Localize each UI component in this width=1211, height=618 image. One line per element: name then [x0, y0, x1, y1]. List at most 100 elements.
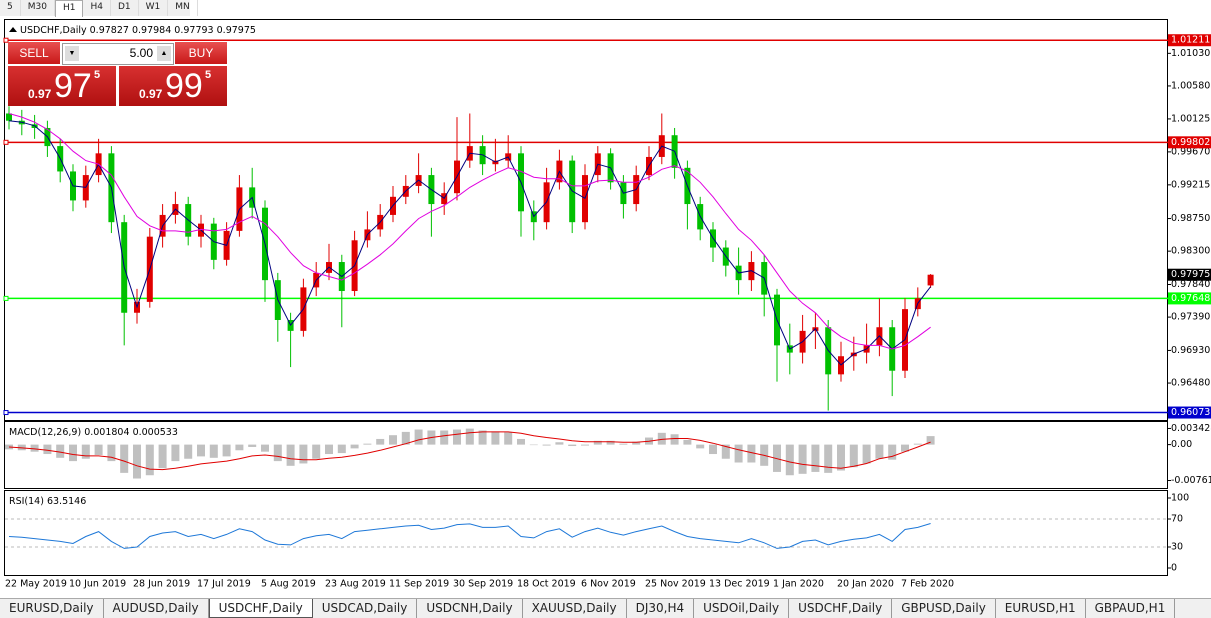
macd-bar	[325, 444, 333, 455]
macd-bar	[926, 436, 935, 445]
y-tick-label: 0.98750	[1171, 213, 1210, 224]
level-tag	[1168, 34, 1211, 47]
chart-tab[interactable]: AUDUSD,Daily	[104, 599, 209, 618]
macd-bar	[849, 444, 858, 468]
y-tick-label: 0.00	[1171, 439, 1192, 450]
chart-tabs: EURUSD,Daily AUDUSD,Daily USDCHF,Daily USDC…	[0, 598, 1211, 618]
chart-tab[interactable]: USDCAD,Daily	[313, 599, 418, 618]
x-tick-label: 1 Jan 2020	[773, 579, 824, 590]
rsi-panel	[4, 490, 1168, 576]
candle-body	[927, 274, 934, 286]
buy-button[interactable]: BUY	[175, 42, 227, 64]
timeframe-button[interactable]: H1	[54, 0, 84, 17]
current-price-label: 0.97975	[1171, 269, 1210, 280]
macd-bar	[862, 444, 871, 464]
y-tick-label: 30	[1171, 542, 1183, 553]
macd-panel	[4, 421, 1168, 489]
y-tick-label: 0.96480	[1171, 378, 1210, 389]
header-value: 0.97984	[132, 25, 171, 36]
lot-box: ▼ 5.00 ▲	[62, 43, 174, 65]
chart-tab[interactable]: DJ30,H4	[627, 599, 695, 618]
timeframe-button[interactable]: W1	[139, 0, 169, 16]
level-tag	[1168, 292, 1211, 305]
x-tick-label: 25 Nov 2019	[645, 579, 706, 590]
level-tag-label: 0.96073	[1171, 407, 1210, 418]
macd-bar	[837, 444, 845, 471]
macd-bar	[120, 444, 129, 473]
macd-bar	[43, 444, 52, 455]
chart-tab[interactable]: USDOil,Daily	[694, 599, 790, 618]
macd-bar	[261, 444, 269, 452]
macd-bar	[350, 444, 359, 449]
header-value: 63.5146	[47, 496, 86, 507]
chart-tab[interactable]: USDCHF,Daily	[789, 599, 893, 618]
header-value: 0.97975	[217, 25, 256, 36]
macd-bar	[696, 444, 705, 449]
timeframe-button[interactable]: M30	[21, 0, 55, 16]
macd-bar	[504, 432, 513, 445]
bid-price[interactable]: 0.97 97 5	[8, 66, 116, 106]
macd-bar	[824, 444, 833, 473]
y-tick-label: 0.96930	[1171, 345, 1210, 356]
header-value: RSI(14)	[9, 496, 44, 507]
header-value: MACD(12,26,9)	[9, 427, 81, 438]
timeframe-button[interactable]: D1	[111, 0, 139, 16]
macd-bar	[606, 440, 615, 445]
header-value: 0.000533	[133, 427, 178, 438]
timeframe-button[interactable]: MN	[168, 0, 198, 16]
macd-bar	[798, 444, 807, 474]
macd-bar	[670, 434, 679, 445]
chart-tab[interactable]: EURUSD,H1	[996, 599, 1086, 618]
y-tick-label: 0.97840	[1171, 279, 1210, 290]
chart-tab[interactable]: GBPAUD,H1	[1086, 599, 1176, 618]
macd-bar	[568, 444, 577, 447]
x-tick-label: 10 Jun 2019	[69, 579, 126, 590]
macd-bar	[581, 444, 589, 446]
macd-bar	[222, 444, 231, 457]
chart-tab[interactable]: USDCNH,Daily	[417, 599, 523, 618]
header-value: 0.97793	[174, 25, 213, 36]
y-tick-label: 1.00125	[1171, 113, 1210, 124]
x-tick-label: 22 May 2019	[5, 579, 67, 590]
level-tag-label: 0.99802	[1171, 137, 1210, 148]
macd-bar	[683, 439, 692, 445]
macd-bar	[875, 444, 884, 459]
macd-bar	[811, 444, 820, 472]
sell-button[interactable]: SELL	[8, 42, 60, 64]
chart-tab[interactable]: USDCHF,Daily	[208, 599, 313, 618]
macd-bar	[593, 440, 602, 445]
macd-bar	[901, 444, 909, 452]
macd-bar	[440, 430, 449, 445]
timeframe-button[interactable]: H4	[83, 0, 111, 16]
lot-down[interactable]: ▼	[65, 46, 79, 61]
y-tick-label: 100	[1171, 493, 1189, 504]
lot-up[interactable]: ▲	[157, 46, 171, 61]
panel-header: RSI(14) 63.5146	[9, 496, 86, 507]
x-tick-label: 20 Jan 2020	[837, 579, 894, 590]
timeframe-toolbar: 5 M30 H1 H4 D1 W1 MN	[0, 0, 198, 17]
timeframe-button[interactable]: 5	[0, 0, 21, 16]
lot-input[interactable]: 5.00	[129, 46, 153, 60]
bid-pips: 97	[54, 67, 92, 105]
level-marker	[3, 295, 9, 301]
macd-bar	[273, 444, 282, 462]
x-tick-label: 28 Jun 2019	[133, 579, 190, 590]
y-tick-label: 70	[1171, 514, 1183, 525]
y-tick-label: 0.97390	[1171, 312, 1210, 323]
chart-tab[interactable]: XAUUSD,Daily	[523, 599, 627, 618]
panel-header: MACD(12,26,9) 0.001804 0.000533	[9, 427, 178, 438]
chart-tab[interactable]: GBPUSD,Daily	[892, 599, 996, 618]
macd-bar	[30, 444, 39, 452]
level-tag-label: 1.01211	[1171, 35, 1210, 46]
macd-bar	[414, 429, 423, 445]
macd-bar	[389, 435, 397, 445]
header-value: USDCHF,Daily	[20, 25, 87, 36]
macd-bar	[209, 444, 218, 458]
macd-bar	[56, 444, 65, 458]
y-tick-label: -0.007615	[1171, 475, 1211, 486]
chart-window: 1.01030 1.00580 1.00125 0.99670 0.99215 0.987…	[3, 19, 1211, 590]
macd-bar	[721, 444, 730, 459]
chart-tab[interactable]: EURUSD,Daily	[0, 599, 104, 618]
ask-price[interactable]: 0.97 99 5	[119, 66, 227, 106]
